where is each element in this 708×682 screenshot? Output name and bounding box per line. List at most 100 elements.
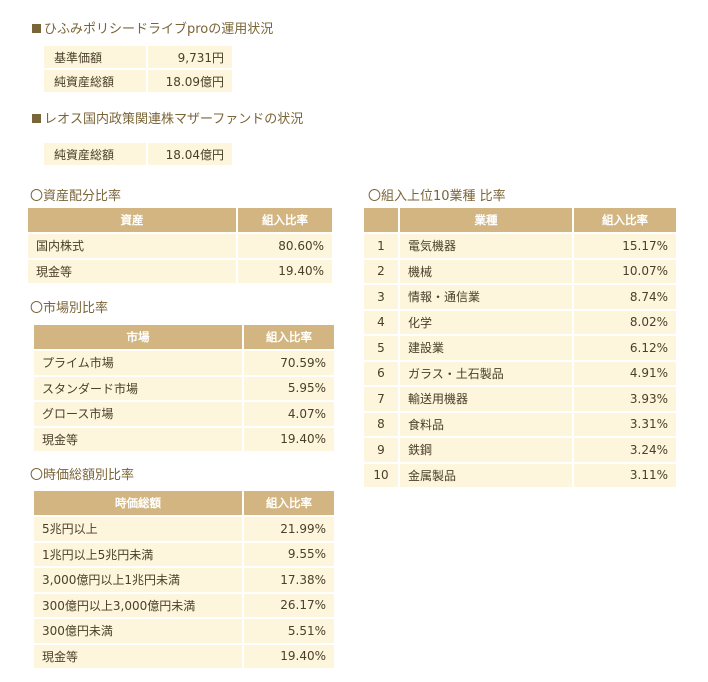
industry-ratio: 3.11%	[572, 461, 678, 489]
net-assets-value: 18.09億円	[146, 70, 232, 92]
table-header-row: 市場 組入比率	[32, 323, 336, 351]
table-row: 3 情報・通信業 8.74%	[362, 283, 678, 311]
market-cap-range: 1兆円以上5兆円未満	[32, 540, 244, 568]
table-row: 現金等 19.40%	[32, 642, 336, 670]
market-cap-breakdown-title: 〇時価総額別比率	[30, 468, 135, 483]
industry-name: 機械	[398, 257, 574, 285]
market-breakdown-title: 〇市場別比率	[30, 301, 109, 316]
market-ratio: 4.07%	[242, 400, 336, 428]
industry-rank: 9	[362, 436, 400, 464]
asset-column-header: 資産	[26, 206, 238, 234]
table-row: 5兆円以上 21.99%	[32, 515, 336, 543]
market-name: グロース市場	[32, 400, 244, 428]
table-row: 3,000億円以上1兆円未満 17.38%	[32, 566, 336, 594]
market-name: プライム市場	[32, 349, 244, 377]
table-row: 7 輸送用機器 3.93%	[362, 385, 678, 413]
industry-rank: 2	[362, 257, 400, 285]
industry-name: ガラス・土石製品	[398, 359, 574, 387]
top-industries-table: 業種 組入比率 1 電気機器 15.17% 2 機械 10.07% 3 情報・通…	[362, 206, 678, 489]
market-cap-ratio: 19.40%	[242, 642, 336, 670]
industry-ratio: 4.91%	[572, 359, 678, 387]
industry-ratio: 8.02%	[572, 308, 678, 336]
table-row: 2 機械 10.07%	[362, 257, 678, 285]
fund-nav-row: 基準価額 9,731円	[44, 46, 232, 68]
table-row: 300億円未満 5.51%	[32, 617, 336, 645]
market-ratio: 70.59%	[242, 349, 336, 377]
mother-fund-heading: レオス国内政策関連株マザーファンドの状況	[32, 108, 303, 127]
ratio-column-header: 組入比率	[236, 206, 334, 234]
industry-ratio: 6.12%	[572, 334, 678, 362]
table-row: 4 化学 8.02%	[362, 308, 678, 336]
table-row: 8 食料品 3.31%	[362, 410, 678, 438]
ratio-column-header: 組入比率	[242, 489, 336, 517]
market-cap-ratio: 26.17%	[242, 591, 336, 619]
table-row: 300億円以上3,000億円未満 26.17%	[32, 591, 336, 619]
fund-heading: ひふみポリシードライブproの運用状況	[32, 18, 273, 37]
nav-label: 基準価額	[44, 46, 146, 68]
table-row: 10 金属製品 3.11%	[362, 461, 678, 489]
table-header-row: 業種 組入比率	[362, 206, 678, 234]
industry-column-header: 業種	[398, 206, 574, 234]
industry-name: 建設業	[398, 334, 574, 362]
mother-net-assets-label: 純資産総額	[44, 143, 146, 165]
industry-name: 化学	[398, 308, 574, 336]
industry-ratio: 3.31%	[572, 410, 678, 438]
industry-rank: 7	[362, 385, 400, 413]
market-cap-range: 300億円以上3,000億円未満	[32, 591, 244, 619]
asset-allocation-title: 〇資産配分比率	[30, 189, 122, 204]
asset-name: 国内株式	[26, 232, 238, 260]
market-cap-ratio: 9.55%	[242, 540, 336, 568]
market-breakdown-table: 市場 組入比率 プライム市場 70.59% スタンダード市場 5.95% グロー…	[32, 323, 336, 453]
asset-ratio: 19.40%	[236, 257, 334, 285]
fund-net-assets-row: 純資産総額 18.09億円	[44, 70, 232, 92]
industry-name: 情報・通信業	[398, 283, 574, 311]
asset-allocation-table: 資産 組入比率 国内株式 80.60% 現金等 19.40%	[26, 206, 334, 285]
table-row: 1兆円以上5兆円未満 9.55%	[32, 540, 336, 568]
table-row: 現金等 19.40%	[26, 257, 334, 285]
mother-net-assets-value: 18.04億円	[146, 143, 232, 165]
table-header-row: 時価総額 組入比率	[32, 489, 336, 517]
industry-rank: 5	[362, 334, 400, 362]
industry-name: 鉄鋼	[398, 436, 574, 464]
market-cap-range: 5兆円以上	[32, 515, 244, 543]
industry-rank: 10	[362, 461, 400, 489]
table-row: グロース市場 4.07%	[32, 400, 336, 428]
market-cap-range: 300億円未満	[32, 617, 244, 645]
top-industries-title: 〇組入上位10業種 比率	[368, 189, 506, 204]
table-row: 5 建設業 6.12%	[362, 334, 678, 362]
fund-summary-table: 基準価額 9,731円 純資産総額 18.09億円	[44, 44, 232, 94]
table-row: スタンダード市場 5.95%	[32, 374, 336, 402]
industry-name: 食料品	[398, 410, 574, 438]
market-ratio: 19.40%	[242, 425, 336, 453]
rank-column-header	[362, 206, 400, 234]
market-ratio: 5.95%	[242, 374, 336, 402]
industry-rank: 1	[362, 232, 400, 260]
net-assets-label: 純資産総額	[44, 70, 146, 92]
nav-value: 9,731円	[146, 46, 232, 68]
square-bullet-icon	[32, 24, 41, 33]
industry-ratio: 8.74%	[572, 283, 678, 311]
industry-name: 輸送用機器	[398, 385, 574, 413]
table-row: 現金等 19.40%	[32, 425, 336, 453]
industry-ratio: 10.07%	[572, 257, 678, 285]
market-cap-ratio: 17.38%	[242, 566, 336, 594]
market-cap-ratio: 5.51%	[242, 617, 336, 645]
industry-name: 電気機器	[398, 232, 574, 260]
mother-fund-summary-table: 純資産総額 18.04億円	[44, 141, 232, 167]
table-row: 国内株式 80.60%	[26, 232, 334, 260]
asset-ratio: 80.60%	[236, 232, 334, 260]
industry-name: 金属製品	[398, 461, 574, 489]
industry-ratio: 15.17%	[572, 232, 678, 260]
table-header-row: 資産 組入比率	[26, 206, 334, 234]
market-cap-column-header: 時価総額	[32, 489, 244, 517]
ratio-column-header: 組入比率	[242, 323, 336, 351]
square-bullet-icon	[32, 114, 41, 123]
market-name: スタンダード市場	[32, 374, 244, 402]
industry-rank: 4	[362, 308, 400, 336]
table-row: プライム市場 70.59%	[32, 349, 336, 377]
industry-ratio: 3.24%	[572, 436, 678, 464]
market-cap-breakdown-table: 時価総額 組入比率 5兆円以上 21.99% 1兆円以上5兆円未満 9.55% …	[32, 489, 336, 670]
table-row: 9 鉄鋼 3.24%	[362, 436, 678, 464]
table-row: 6 ガラス・土石製品 4.91%	[362, 359, 678, 387]
mother-net-assets-row: 純資産総額 18.04億円	[44, 143, 232, 165]
